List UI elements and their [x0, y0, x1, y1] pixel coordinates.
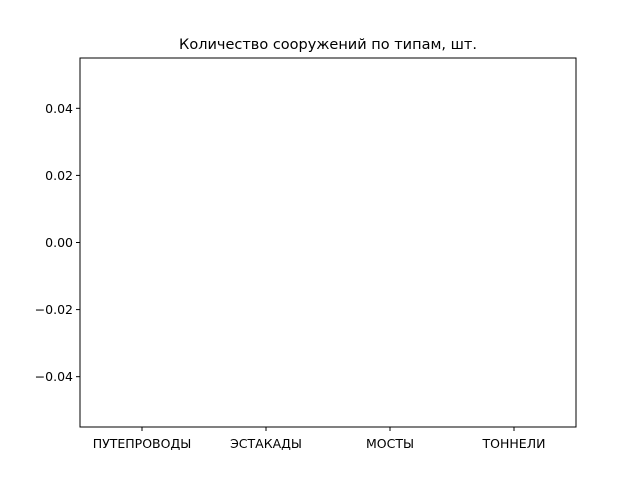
chart-title: Количество сооружений по типам, шт.: [179, 37, 477, 53]
x-tick-label: ЭСТАКАДЫ: [230, 436, 302, 451]
x-tick-label: ТОННЕЛИ: [482, 436, 546, 451]
y-tick-label: 0.02: [45, 168, 73, 183]
x-axis: ПУТЕПРОВОДЫ ЭСТАКАДЫ МОСТЫ ТОННЕЛИ: [93, 427, 546, 451]
y-tick-label: −0.02: [35, 302, 73, 317]
plot-area-frame: [79, 57, 577, 428]
y-tick-label: 0.00: [45, 235, 73, 250]
y-tick-label: 0.04: [45, 101, 73, 116]
y-tick-label: −0.04: [35, 369, 73, 384]
x-tick-label: ПУТЕПРОВОДЫ: [93, 436, 192, 451]
y-axis: 0.04 0.02 0.00 −0.02 −0.04: [35, 101, 80, 384]
x-tick-label: МОСТЫ: [366, 436, 414, 451]
